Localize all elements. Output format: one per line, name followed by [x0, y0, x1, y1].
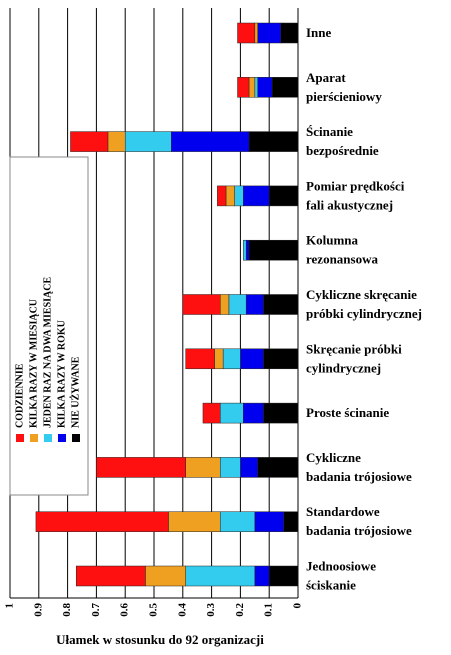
x-tick-label: 0.8 — [61, 603, 73, 617]
bar-segment — [254, 511, 284, 532]
category-label: Standardowe — [306, 504, 380, 519]
bar-segment — [263, 294, 299, 315]
bar-segment — [245, 239, 250, 261]
bar-segment — [219, 511, 256, 532]
x-tick-label: 0.5 — [148, 603, 160, 617]
bar-segment — [254, 565, 270, 587]
category-label: cylindrycznej — [306, 360, 381, 375]
bar-segment — [214, 348, 224, 370]
bar-segment — [237, 22, 256, 44]
bar-segment — [107, 131, 126, 152]
category-label: pierścieniowy — [306, 89, 382, 104]
bar-segment — [219, 294, 230, 315]
category-label: Jednoosiowe — [306, 559, 376, 574]
bar-segment — [243, 185, 270, 207]
legend-label: CODZIENNIE — [14, 363, 25, 428]
category-label: Skręcanie próbki — [306, 341, 402, 356]
legend-swatch — [58, 434, 66, 442]
bar-segment — [283, 511, 299, 532]
bar-segment — [228, 294, 247, 315]
bar-segment — [240, 348, 264, 370]
bar-segment — [248, 77, 256, 98]
bar-segment — [254, 77, 258, 98]
bar-segment — [182, 294, 221, 315]
bar-segment — [225, 185, 235, 207]
legend-label: KILKA RAZY W MIESIĄCU — [28, 299, 39, 428]
category-label: Proste ścinanie — [306, 405, 389, 420]
category-label: rezonansowa — [306, 252, 378, 267]
bar-segment — [268, 565, 299, 587]
legend-label: NIE UŻYWANE — [69, 356, 81, 428]
bar-segment — [124, 131, 172, 152]
bar-segment — [234, 185, 244, 207]
bar-segment — [219, 402, 244, 424]
bar-segment — [222, 348, 241, 370]
bar-segment — [268, 185, 299, 207]
bar-segment — [240, 457, 258, 478]
legend-swatch — [72, 434, 80, 442]
category-label: próbki cylindrycznej — [306, 306, 422, 321]
bar-segment — [257, 77, 273, 98]
legend-swatch — [16, 434, 24, 442]
x-tick-label: 1 — [4, 603, 16, 609]
category-label: Pomiar prędkości — [306, 178, 405, 193]
legend-label: KILKA RAZY W ROKU — [56, 320, 67, 428]
x-tick-label: 0.1 — [263, 603, 275, 617]
bar-segment — [219, 457, 241, 478]
category-label: bezpośrednie — [306, 143, 379, 158]
category-label: badania trójosiowe — [306, 469, 412, 484]
category-label: badania trójosiowe — [306, 523, 412, 538]
bar-segment — [96, 457, 186, 478]
category-label: Kolumna — [306, 233, 359, 248]
bar-segment — [271, 77, 299, 98]
category-label: ściskanie — [306, 578, 356, 593]
x-tick-label: 0.7 — [90, 603, 102, 617]
x-tick-label: 0.4 — [176, 603, 188, 617]
category-label: Ścinanie — [306, 124, 353, 139]
bar-segment — [248, 131, 299, 152]
bar-segment — [280, 22, 299, 44]
x-tick-label: 0.9 — [32, 603, 44, 617]
x-tick-label: 0.6 — [119, 603, 131, 617]
bar-segment — [171, 131, 250, 152]
bar-segment — [35, 511, 169, 532]
legend-swatch — [30, 434, 38, 442]
category-label: Cykliczne skręcanie — [306, 287, 417, 302]
bar-segment — [185, 565, 256, 587]
bar-segment — [168, 511, 221, 532]
bar-segment — [185, 348, 215, 370]
bar-segment — [257, 22, 281, 44]
legend-swatch — [44, 434, 52, 442]
bar-segment — [237, 77, 250, 98]
legend-label: JEDEN RAZ NA DWA MIESIĄCE — [42, 277, 53, 428]
x-axis-label: Ułamek w stosunku do 92 organizacji — [56, 632, 264, 647]
bar-segment — [217, 185, 227, 207]
bar-segment — [243, 402, 264, 424]
x-tick-label: 0.2 — [234, 603, 246, 617]
bar-segment — [75, 565, 146, 587]
x-tick-label: 0.3 — [205, 603, 217, 617]
bar-segment — [254, 22, 258, 44]
category-label: Inne — [306, 25, 332, 40]
bar-segment — [145, 565, 186, 587]
bar-segment — [257, 457, 299, 478]
bar-segment — [245, 294, 264, 315]
x-tick-label: 0 — [292, 603, 304, 609]
bar-segment — [248, 239, 299, 261]
category-label: Cykliczne — [306, 450, 361, 465]
bar-segment — [263, 348, 299, 370]
category-label: fali akustycznej — [306, 197, 393, 212]
bar-segment — [70, 131, 109, 152]
bar-segment — [202, 402, 221, 424]
bar-segment — [243, 239, 247, 261]
bar-segment — [263, 402, 299, 424]
category-label: Aparat — [306, 70, 346, 85]
bar-segment — [185, 457, 221, 478]
